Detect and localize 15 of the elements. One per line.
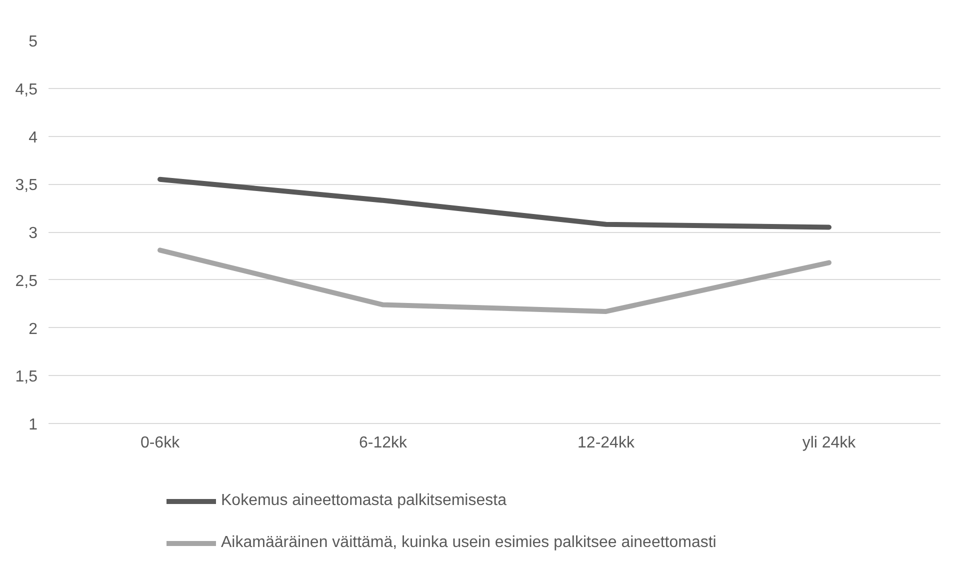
x-tick-label: 12-24kk	[578, 434, 636, 452]
x-tick-label: yli 24kk	[802, 434, 857, 452]
x-tick-label: 6-12kk	[358, 434, 408, 452]
legend-label: Kokemus aineettomasta palkitsemisesta	[221, 492, 506, 510]
y-tick-label: 3	[28, 225, 38, 242]
y-tick-label: 4,5	[15, 81, 38, 98]
y-tick-label: 5	[28, 34, 38, 50]
y-tick-label: 1,5	[15, 368, 38, 386]
x-tick-label: 0-6kk	[140, 434, 181, 452]
y-tick-label: 1	[28, 416, 38, 434]
legend-label: Aikamääräinen väittämä, kuinka usein esimies palkitsee aineettomasti	[221, 534, 716, 552]
y-tick-label: 2	[28, 320, 38, 338]
y-tick-label: 3,5	[15, 177, 38, 194]
y-tick-label: 2,5	[15, 272, 38, 290]
y-tick-label: 4	[28, 129, 38, 146]
